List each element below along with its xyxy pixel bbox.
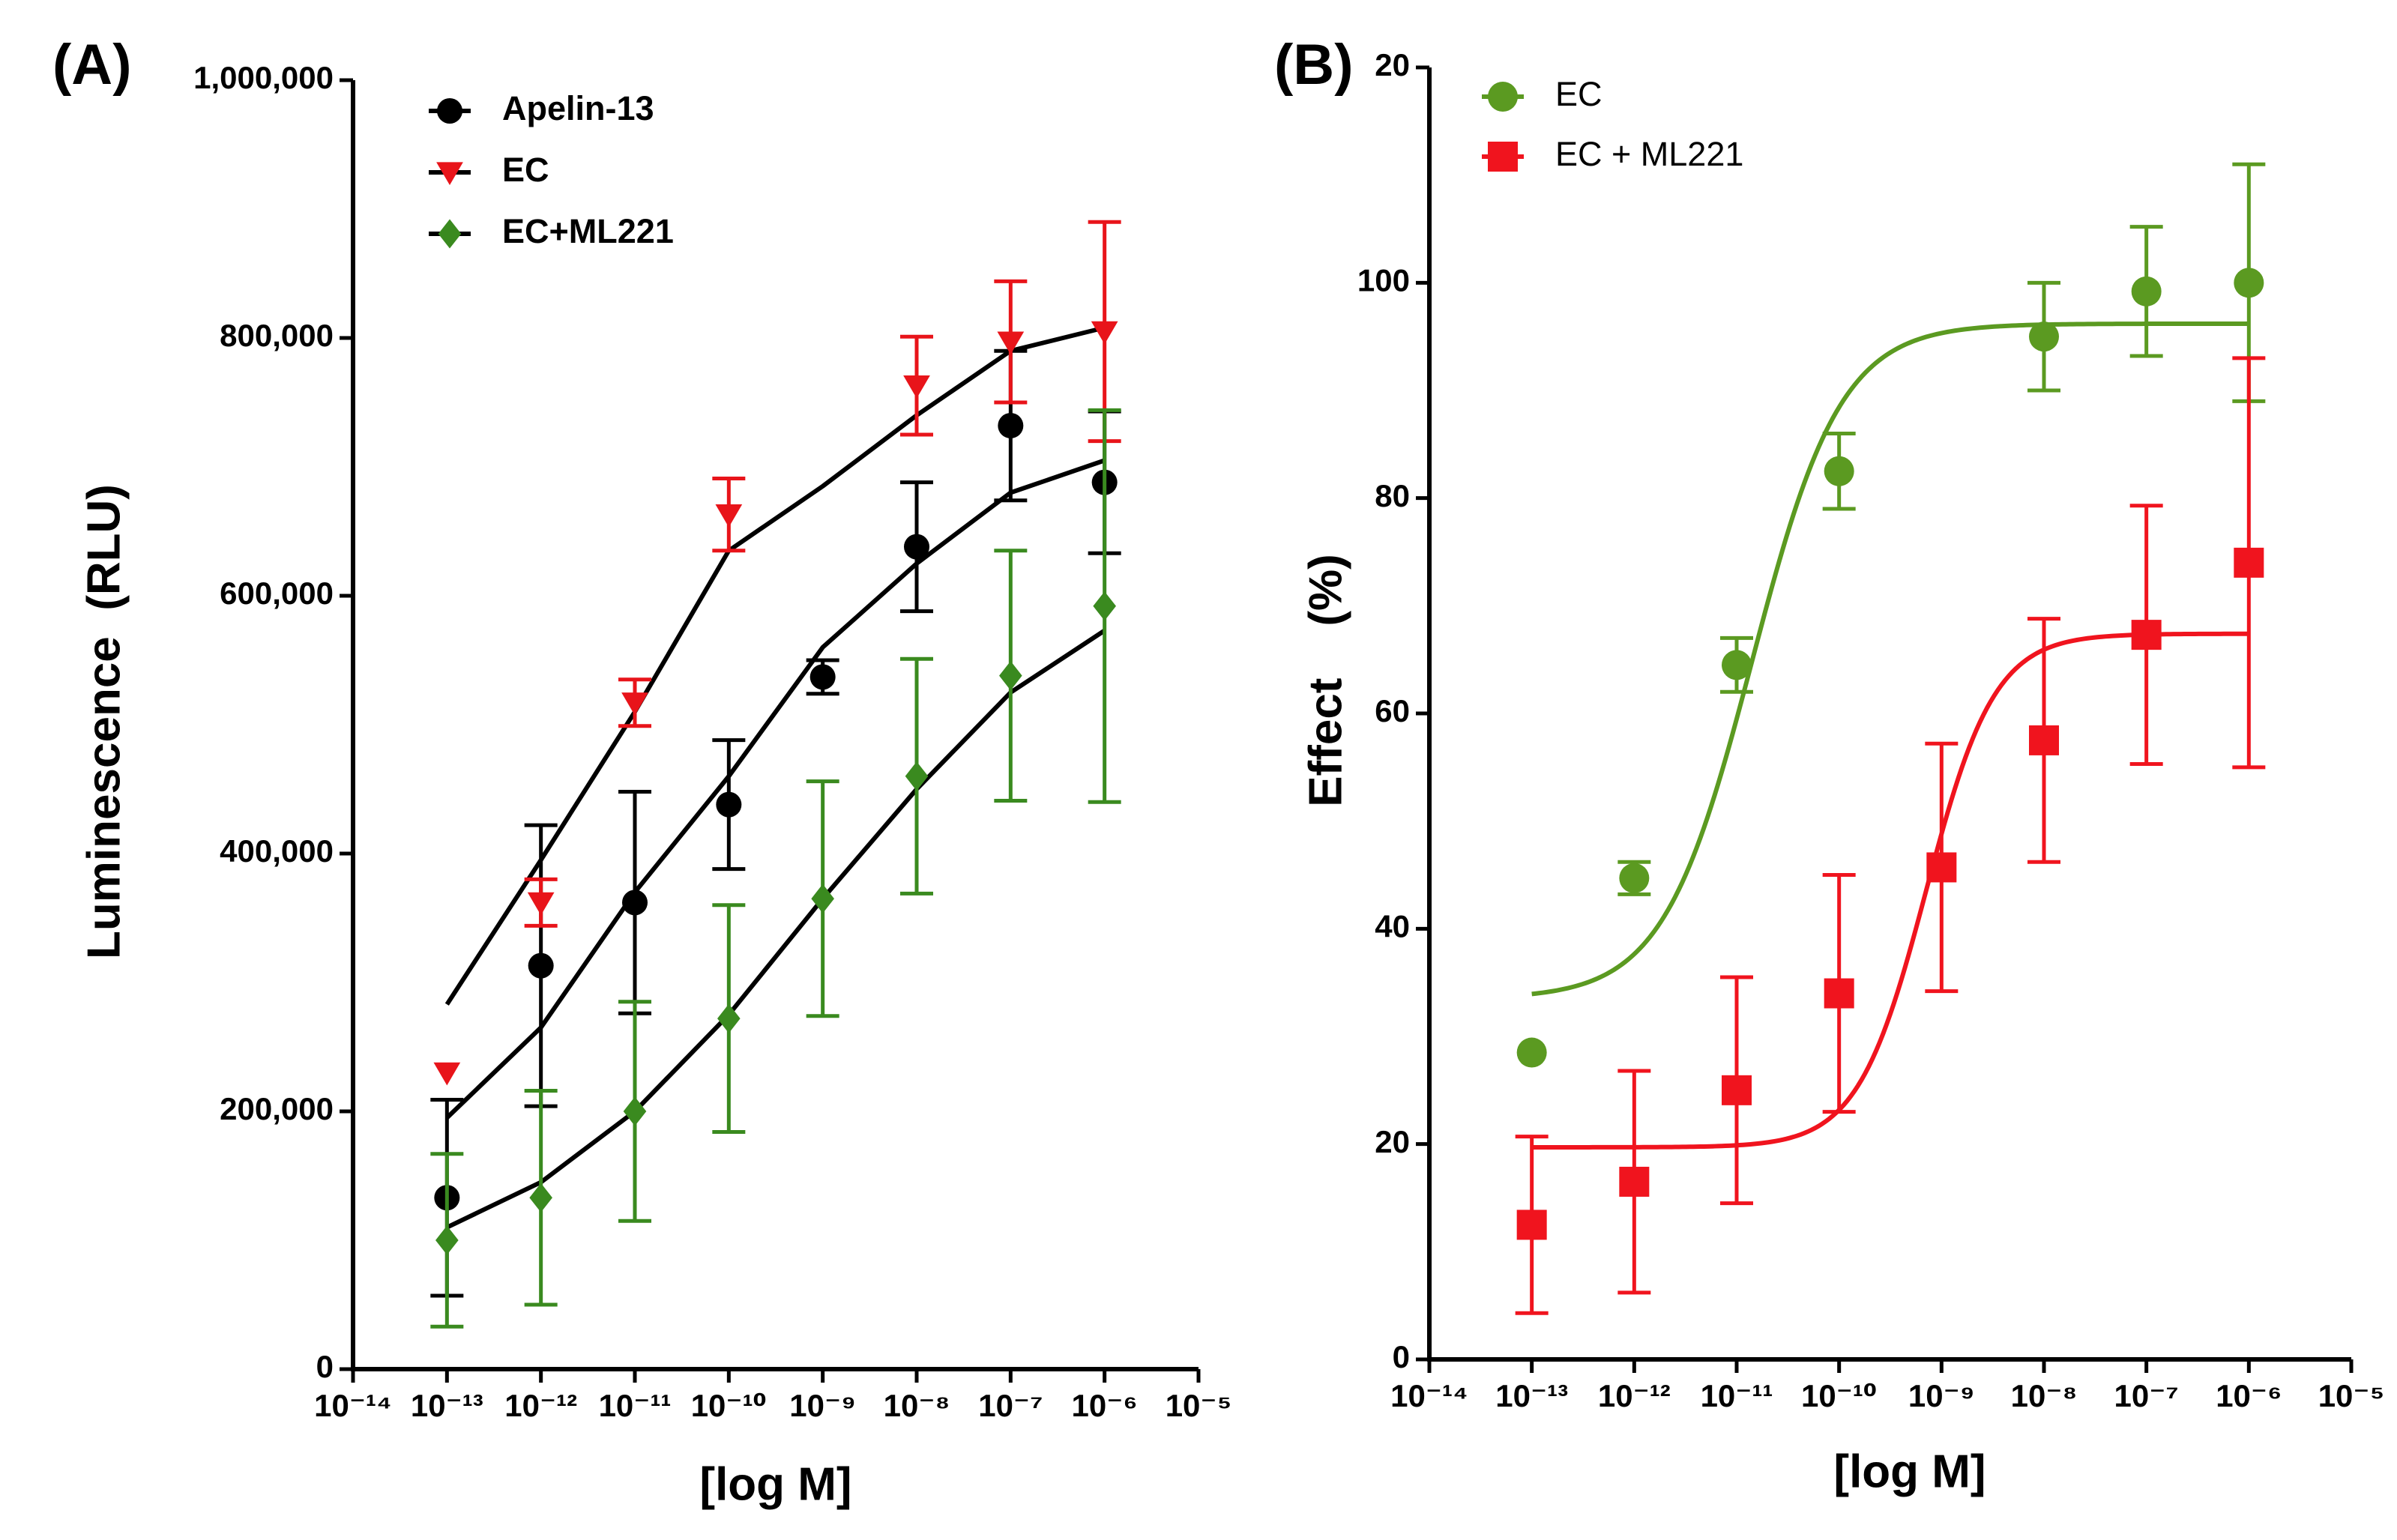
x-tick-label: 10⁻⁷: [2114, 1378, 2179, 1413]
y-tick-label: 100: [1357, 262, 1410, 298]
marker: [435, 1225, 459, 1255]
marker: [1619, 863, 1650, 893]
marker: [623, 1096, 647, 1126]
x-tick-label: 10⁻¹³: [411, 1388, 483, 1423]
marker: [433, 1062, 461, 1086]
marker: [1722, 650, 1752, 680]
marker: [717, 1003, 741, 1033]
x-tick-label: 10⁻⁶: [1072, 1388, 1138, 1423]
y-tick-label: 0: [1393, 1339, 1410, 1374]
y-tick-label: 200,000: [220, 1091, 334, 1126]
x-tick-label: 10⁻⁹: [1908, 1378, 1975, 1413]
x-tick-label: 10⁻¹³: [1495, 1378, 1568, 1413]
legend-marker: [437, 98, 462, 124]
legend-marker: [438, 219, 462, 249]
legend-label: EC: [1555, 75, 1602, 113]
x-axis-title: [log M]: [699, 1458, 851, 1510]
fit-curve: [446, 628, 1106, 1230]
legend-label: EC+ML221: [502, 212, 674, 250]
panel-label: (B): [1274, 33, 1354, 97]
legend-marker: [1488, 142, 1518, 172]
x-tick-label: 10⁻⁵: [2318, 1378, 2385, 1413]
x-tick-label: 10⁻⁸: [2011, 1378, 2078, 1413]
y-tick-label: 600,000: [220, 576, 334, 611]
x-tick-label: 10⁻¹⁰: [1801, 1378, 1877, 1413]
y-tick-label: 20: [1375, 47, 1410, 82]
legend-marker: [436, 162, 463, 185]
legend-label: EC: [502, 151, 549, 189]
y-tick-label: 20: [1375, 1124, 1410, 1159]
y-tick-label: 0: [316, 1349, 334, 1384]
marker: [2029, 725, 2059, 755]
y-axis-title: Effect (%): [1300, 554, 1351, 807]
marker: [2029, 321, 2059, 352]
y-tick-label: 40: [1375, 908, 1410, 943]
marker: [1093, 591, 1116, 621]
y-axis-title: Luminescence (RLU): [78, 484, 130, 959]
y-tick-label: 800,000: [220, 318, 334, 353]
fit-curve: [1531, 321, 2249, 997]
marker: [1516, 1037, 1547, 1068]
fit-curve: [444, 325, 1106, 1006]
marker: [811, 884, 834, 914]
marker: [716, 791, 742, 818]
y-tick-label: 400,000: [220, 833, 334, 869]
x-tick-label: 10⁻¹¹: [1701, 1378, 1773, 1413]
marker: [528, 952, 554, 979]
marker: [999, 661, 1022, 691]
x-tick-label: 10⁻¹⁰: [691, 1388, 767, 1423]
x-tick-label: 10⁻⁹: [789, 1388, 856, 1423]
marker: [998, 412, 1024, 438]
marker: [527, 892, 555, 916]
marker: [622, 890, 648, 916]
marker: [715, 504, 743, 528]
x-tick-label: 10⁻⁷: [978, 1388, 1043, 1423]
marker: [1516, 1210, 1547, 1240]
x-tick-label: 10⁻¹²: [1598, 1378, 1671, 1413]
marker: [1824, 456, 1854, 486]
marker: [2131, 620, 2162, 650]
panel-label: (A): [52, 33, 132, 97]
marker: [2131, 276, 2162, 307]
fit-curve: [1531, 631, 2249, 1150]
marker: [1824, 978, 1854, 1009]
x-tick-label: 10⁻¹²: [504, 1388, 577, 1423]
marker: [905, 761, 929, 791]
x-tick-label: 10⁻⁶: [2216, 1378, 2282, 1413]
fit-curve: [445, 458, 1106, 1120]
x-tick-label: 10⁻⁵: [1166, 1388, 1232, 1423]
y-tick-label: 60: [1375, 693, 1410, 728]
marker: [903, 375, 930, 399]
marker: [1926, 852, 1957, 883]
marker: [809, 664, 836, 690]
marker: [2234, 268, 2264, 298]
marker: [997, 331, 1025, 355]
marker: [621, 692, 648, 716]
y-tick-label: 1,000,000: [193, 60, 334, 95]
marker: [529, 1183, 552, 1213]
marker: [1619, 1166, 1650, 1197]
legend-label: Apelin-13: [502, 89, 654, 127]
x-tick-label: 10⁻¹⁴: [1390, 1378, 1468, 1413]
marker: [1091, 321, 1118, 345]
legend-marker: [1488, 82, 1518, 112]
legend-label: EC + ML221: [1555, 135, 1743, 173]
x-tick-label: 10⁻¹⁴: [314, 1388, 392, 1423]
marker: [2234, 547, 2264, 578]
x-axis-title: [log M]: [1833, 1446, 1986, 1497]
x-tick-label: 10⁻⁸: [884, 1388, 950, 1423]
y-tick-label: 80: [1375, 478, 1410, 513]
marker: [904, 534, 929, 560]
marker: [1722, 1075, 1752, 1105]
x-tick-label: 10⁻¹¹: [599, 1388, 672, 1423]
